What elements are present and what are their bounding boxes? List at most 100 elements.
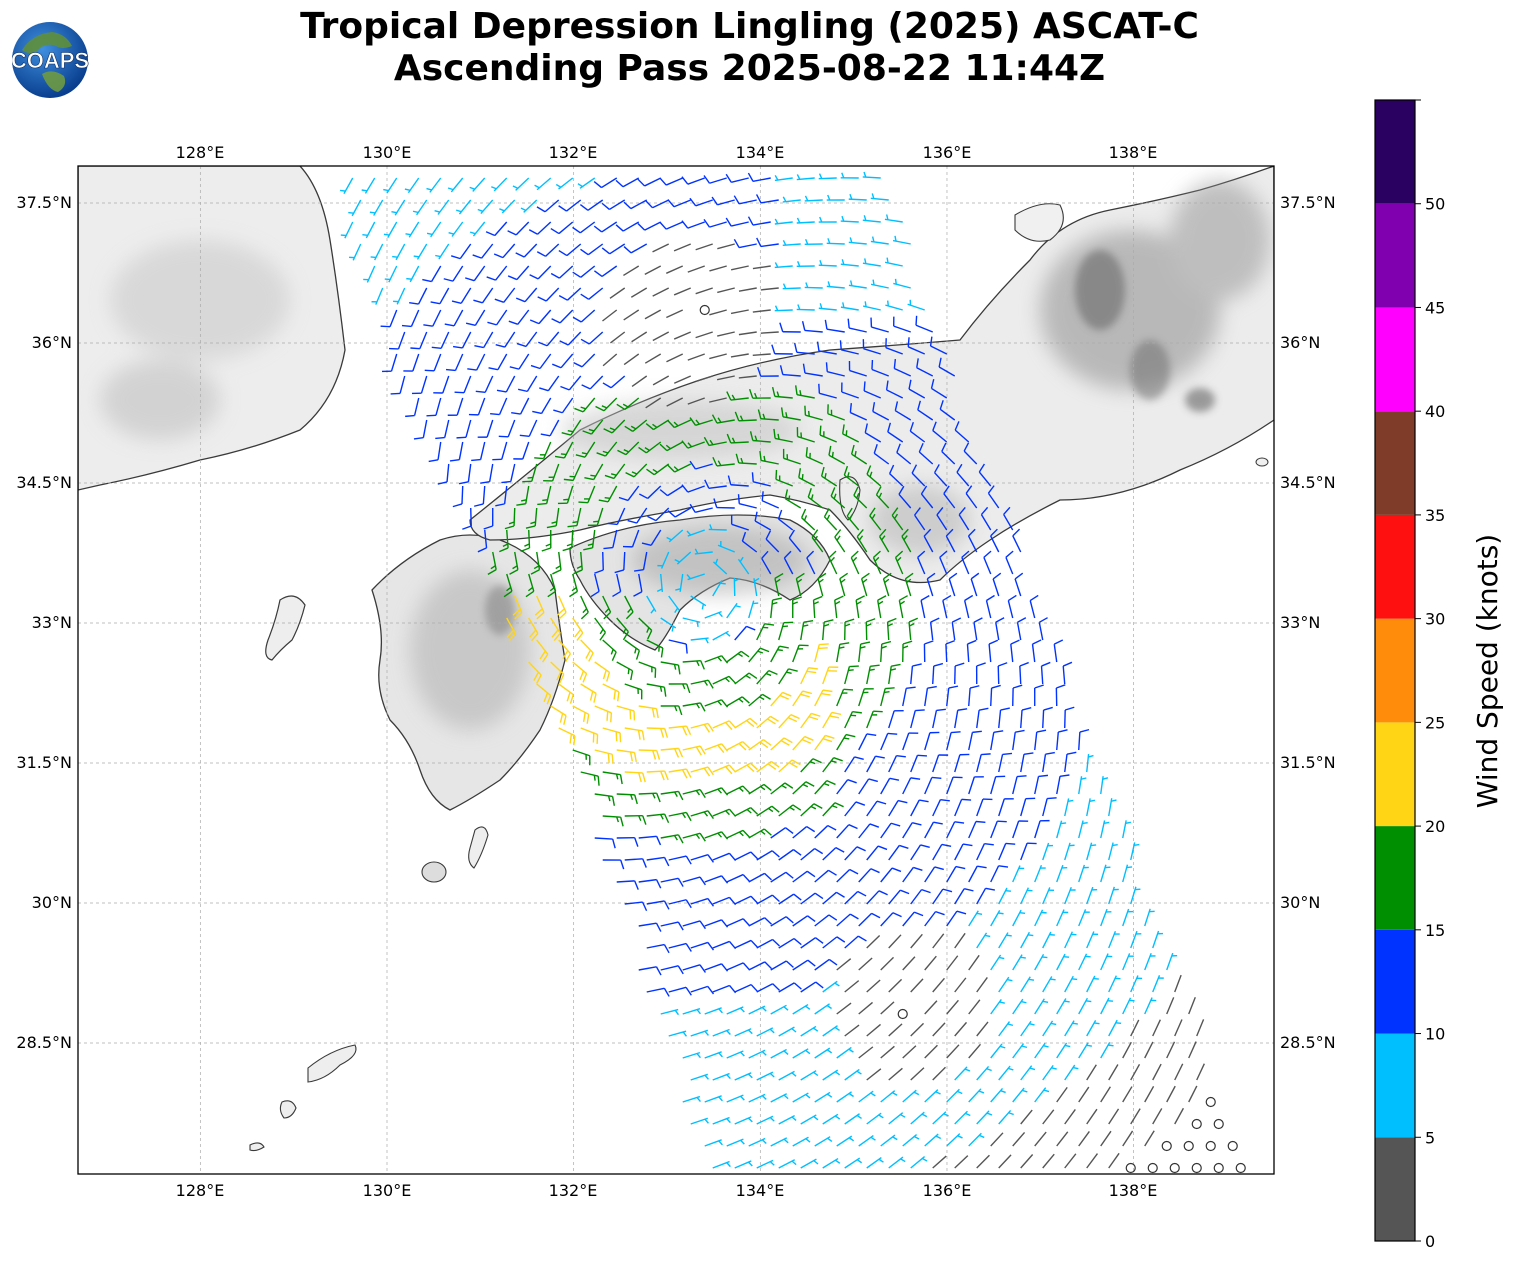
wind-barb	[990, 820, 1007, 839]
wind-barb	[690, 897, 715, 907]
wind-barb	[704, 699, 729, 708]
wind-barb	[777, 509, 794, 531]
wind-barb	[893, 316, 911, 333]
wind-barb	[858, 778, 878, 795]
title-line-2: Ascending Pass 2025-08-22 11:44Z	[393, 48, 1106, 89]
colorbar: 0 5 10 15 20 25 30 35 40 45 50 Wind Speed (knots)	[1374, 99, 1504, 1251]
wind-barb	[932, 421, 948, 443]
wind-barb	[998, 932, 1012, 949]
wind-barb	[633, 573, 643, 597]
wind-barb	[907, 337, 926, 355]
wind-barb	[557, 485, 574, 505]
wind-barb	[748, 1049, 767, 1059]
wind-barb	[452, 331, 472, 349]
wind-barb	[1108, 886, 1119, 905]
wind-barb	[968, 999, 981, 1015]
wind-barb	[846, 507, 860, 531]
wind-barb	[525, 573, 535, 598]
wind-barb	[483, 507, 494, 530]
lon-tick-label: 130°E	[363, 143, 412, 162]
wind-barb	[748, 600, 759, 619]
wind-barb	[924, 1000, 938, 1015]
wind-barb	[646, 943, 670, 954]
wind-barb	[469, 221, 486, 237]
wind-barb	[689, 197, 713, 207]
wind-barb	[866, 979, 881, 993]
wind-barb	[733, 238, 757, 249]
wind-barb	[616, 617, 629, 641]
wind-barb	[641, 529, 662, 546]
wind-barb	[866, 890, 888, 905]
wind-barb	[862, 339, 881, 355]
colorbar-tick-label: 10	[1425, 1025, 1445, 1044]
wind-barb	[954, 1155, 969, 1169]
wind-barb	[1042, 1064, 1057, 1081]
wind-barb	[1055, 684, 1066, 707]
wind-barb	[726, 696, 750, 707]
wind-barb	[946, 821, 965, 839]
wind-barb	[558, 727, 576, 746]
wind-barb	[704, 1139, 723, 1147]
wind-barb	[885, 380, 904, 399]
wind-barb	[968, 685, 980, 707]
wind-barb	[946, 865, 966, 883]
wind-barb	[770, 827, 794, 839]
wind-barb	[888, 464, 904, 487]
wind-barb	[756, 850, 780, 861]
wind-barb	[712, 1028, 731, 1037]
wind-barb	[455, 199, 472, 215]
wind-barb	[660, 877, 684, 887]
wind-barb	[552, 353, 574, 369]
wind-barb	[584, 463, 604, 481]
wind-barb	[872, 550, 882, 575]
wind-barb	[941, 442, 956, 465]
wind-barb	[770, 960, 794, 971]
wind-barb	[404, 177, 420, 194]
wind-barb	[465, 309, 486, 327]
wind-barb	[550, 221, 574, 235]
wind-barb	[508, 309, 530, 325]
wind-barb	[1078, 728, 1090, 751]
wind-barb	[990, 1087, 1006, 1103]
wind-barb	[836, 868, 859, 883]
wind-barb	[863, 381, 882, 399]
wind-barb	[792, 959, 816, 971]
wind-barb	[602, 727, 622, 743]
wind-barb	[637, 177, 662, 187]
wind-barb	[902, 956, 916, 971]
wind-barb	[660, 1008, 680, 1016]
wind-barb	[869, 507, 882, 531]
lat-tick-label: 31.5°N	[1280, 753, 1336, 772]
wind-barb	[1064, 1064, 1079, 1081]
wind-barb	[942, 594, 952, 619]
wind-barb	[603, 419, 626, 434]
wind-barb	[536, 639, 549, 663]
wind-barb	[778, 893, 802, 905]
wind-barb	[748, 828, 772, 839]
wind-barb	[536, 199, 560, 213]
wind-barb	[1020, 842, 1037, 861]
wind-barb	[818, 216, 837, 223]
wind-barb	[792, 596, 802, 619]
wind-barb	[574, 397, 596, 413]
wind-barb	[826, 238, 845, 245]
wind-barb	[774, 305, 793, 312]
wind-barb	[822, 711, 842, 729]
wind-barb	[820, 466, 838, 487]
wind-barb	[888, 889, 910, 905]
wind-barb	[814, 958, 838, 971]
wind-barb	[660, 661, 681, 675]
wind-barb	[381, 353, 398, 373]
wind-barb	[660, 834, 684, 844]
wind-barb	[748, 739, 772, 751]
wind-barb	[862, 215, 881, 223]
wind-barb	[447, 397, 464, 416]
wind-barb	[814, 914, 838, 927]
wind-barb	[910, 1067, 925, 1081]
lat-tick-label: 37.5°N	[1280, 193, 1336, 212]
wind-barb	[673, 331, 692, 340]
wind-barb	[855, 595, 865, 619]
wind-barb	[615, 177, 640, 188]
wind-barb	[711, 196, 735, 206]
wind-barb	[686, 573, 705, 581]
